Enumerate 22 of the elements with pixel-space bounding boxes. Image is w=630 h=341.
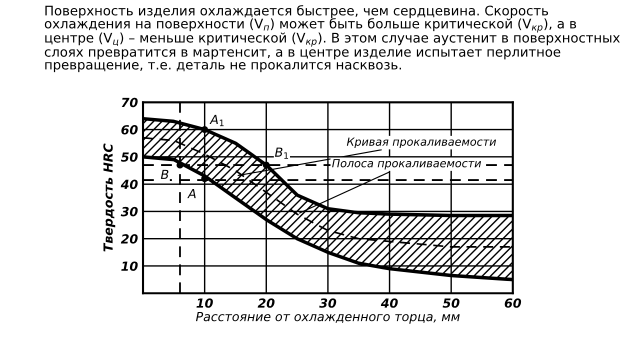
x-tick-label: 20: [258, 298, 275, 308]
annotation: A$_{1}$: [210, 114, 224, 126]
x-axis-title: Расстояние от охлажденного торца, мм: [196, 312, 460, 324]
y-tick-label: 30: [120, 206, 138, 216]
x-tick-label: 60: [504, 298, 522, 308]
annotation: A: [187, 189, 196, 198]
annotation: Кривая прокаливаемости: [346, 138, 496, 148]
annotation: B$_{1}$: [274, 148, 288, 159]
y-axis-title: Твердость HRC: [103, 144, 116, 252]
y-tick-label: 20: [120, 234, 138, 244]
x-tick-label: 10: [196, 298, 213, 308]
x-tick-label: 40: [380, 298, 398, 308]
y-tick-label: 60: [121, 125, 138, 135]
y-tick-label: 40: [120, 180, 138, 190]
chart-title: Поверхность изделия охлаждается быстрее, чем сердцевина. Скорость охлаждения на поверхности (V$_{п}$) может быть больше критической (V$_{кр}$), а в центре (V$_{ц}$) – меньше критической (V$_{кр}$). В этом случае аустенит в поверхностных слоях превратится в мартенсит, а в центре изделие испытает перлитное превращение, т.е. деталь не прокалится насквозь.: [44, 5, 620, 72]
y-tick-label: 70: [122, 98, 138, 108]
annotation: B: [160, 170, 168, 179]
y-tick-label: 50: [120, 152, 138, 162]
x-tick-label: 50: [442, 298, 460, 308]
annotation: Полоса прокаливаемости: [332, 159, 482, 170]
x-tick-label: 30: [319, 298, 336, 308]
y-tick-label: 10: [121, 261, 138, 271]
